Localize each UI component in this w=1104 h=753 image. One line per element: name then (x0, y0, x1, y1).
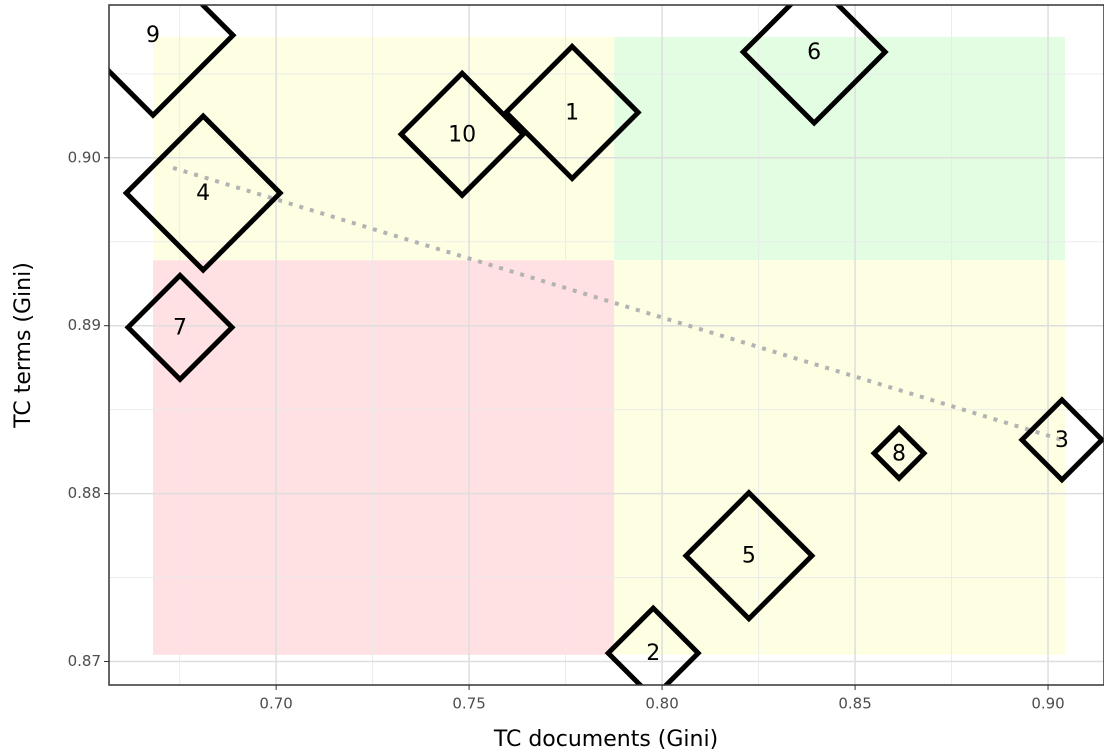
point-label: 3 (1055, 428, 1069, 453)
point (124, 271, 236, 383)
y-tick-label: 0.88 (68, 484, 101, 502)
point-label: 1 (565, 100, 579, 125)
plot-border (108, 4, 1104, 686)
y-axis-title: TC terms (Gini) (11, 262, 36, 429)
region (614, 36, 1066, 261)
point (109, 5, 237, 119)
region (614, 260, 1066, 655)
point-label: 8 (892, 441, 906, 466)
plot-background (109, 5, 1104, 685)
point (870, 424, 928, 482)
x-tick-label: 0.70 (259, 695, 292, 713)
x-tick-label: 0.85 (838, 695, 871, 713)
point (604, 604, 702, 685)
axes: 0.70 0.75 0.80 0.85 0.90 0.87 0.88 0.89 0.90 (68, 4, 1104, 713)
x-tick-label: 0.80 (645, 695, 678, 713)
point (739, 5, 889, 127)
x-tick-label: 0.75 (452, 695, 485, 713)
x-axis-title: TC documents (Gini) (493, 727, 718, 752)
point-label: 6 (807, 40, 821, 65)
point-label: 4 (196, 181, 210, 206)
point (1018, 396, 1104, 484)
point (682, 489, 816, 623)
y-tick-label: 0.87 (68, 652, 101, 670)
point-label: 7 (173, 315, 187, 340)
y-tick-label: 0.89 (68, 316, 101, 334)
point (122, 112, 284, 274)
point (502, 42, 642, 182)
trend-line (172, 165, 1063, 442)
point-label: 10 (448, 122, 476, 147)
point-label: 9 (146, 23, 160, 48)
plot-marks: 1 2 3 4 5 6 7 8 9 10 (109, 5, 1104, 685)
y-tick-label: 0.90 (68, 148, 101, 166)
point (397, 69, 527, 199)
point-label: 5 (742, 544, 756, 569)
x-tick-label: 0.90 (1031, 695, 1064, 713)
point-label: 2 (646, 641, 660, 666)
